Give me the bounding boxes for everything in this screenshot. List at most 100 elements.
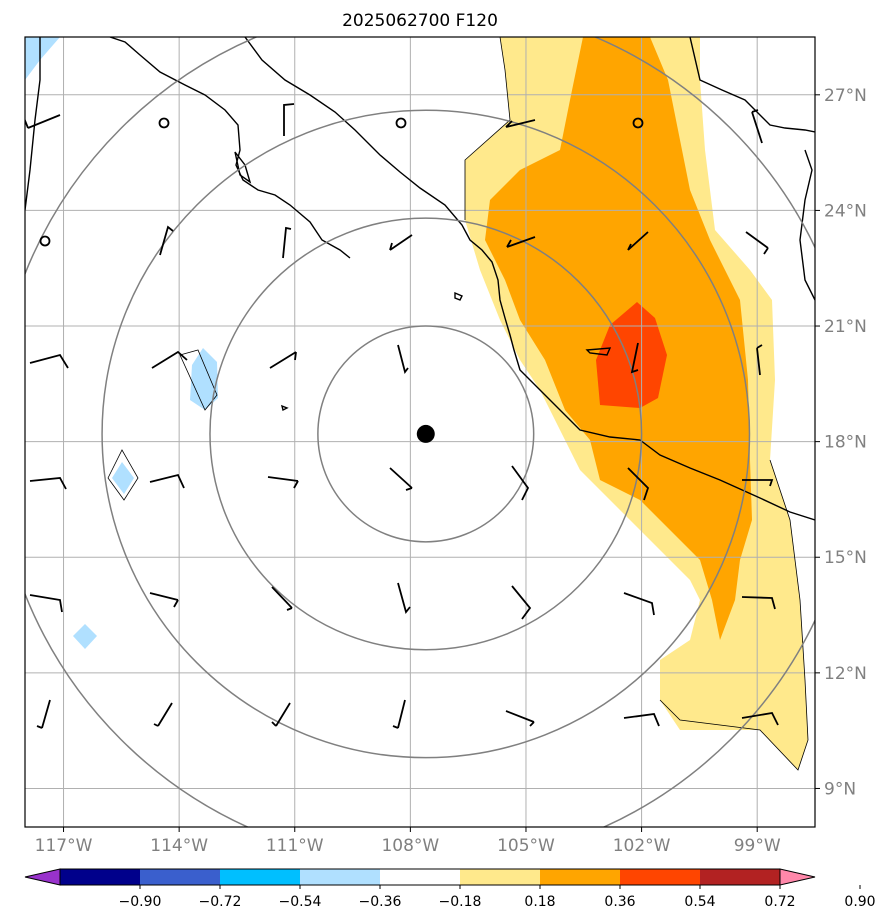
map-panel [25,37,815,827]
longitude-ticks: 117°W 114°W 111°W 108°W 105°W 102°W 99°W [35,827,781,856]
lon-tick-label: 117°W [35,836,93,856]
lat-tick-label: 27°N [824,86,867,106]
wind-barb [506,236,536,248]
coastline-mainland [244,37,815,521]
colorbar-segment [460,869,540,885]
map-frame [24,36,816,828]
colorbar-segment [60,869,140,885]
figure-title: 2025062700 F120 [342,11,498,31]
lon-tick-label: 114°W [150,836,208,856]
lon-tick-label: 111°W [266,836,324,856]
range-rings [25,37,815,827]
colorbar-tick-label: 0.72 [764,894,795,910]
wind-barb [627,231,649,251]
lat-tick-label: 9°N [824,779,856,799]
lat-tick-label: 15°N [824,548,867,568]
colorbar: −0.90 −0.72 −0.54 −0.36 −0.18 0.18 0.36 0.54 0.7… [24,868,876,910]
storm-center-marker [416,424,435,443]
colorbar-extend-low [24,868,61,886]
colorbar-segment [700,869,780,885]
wind-barb [159,225,174,256]
wind-barb [623,713,660,727]
country-border-2 [659,459,809,771]
coastline-islands-1 [234,151,252,184]
lon-tick-label: 105°W [497,836,555,856]
calm-wind-circle [632,117,644,129]
wind-barb [392,699,406,729]
wind-barb [389,467,413,491]
colorbar-tick-label: 0.18 [524,894,555,910]
colorbar-tick-label: −0.72 [199,894,242,910]
colorbar-extend-high [779,868,816,886]
coastline-islands-3 [585,347,612,356]
wind-barb [29,353,69,369]
wind-barb [511,585,532,620]
colorbar-segment [380,869,460,885]
wind-barb [741,596,776,610]
wind-barb [505,710,535,727]
wind-barb [511,465,530,501]
shaded-field [25,37,808,770]
lon-tick-label: 99°W [734,836,781,856]
wind-barb [389,234,413,251]
gridlines [25,37,815,827]
colorbar-tick-label: −0.36 [359,894,402,910]
negative-shade-3 [112,462,134,494]
wind-barb [397,344,409,375]
island-outline-1 [179,349,218,411]
coastline-gulf-east [689,37,815,133]
lat-tick-label: 21°N [824,317,867,337]
colorbar-segment [140,869,220,885]
colorbar-segment [540,869,620,885]
wind-barb [149,592,179,608]
colorbar-tick-label: −0.18 [439,894,482,910]
wind-barb [282,226,292,259]
wind-barb [36,699,51,729]
calm-wind-circle [158,117,170,129]
colorbar-tick-label: 0.90 [844,894,875,910]
wind-barb [623,592,655,616]
wind-barb [742,479,774,487]
wind-barb [630,342,639,374]
colorbar-tick-label: 0.54 [684,894,715,910]
wind-barb [29,477,67,490]
wind-barb [267,476,299,489]
colorbar-frame [59,868,781,886]
range-ring [209,217,643,651]
wind-barb [271,586,293,611]
wind-barb [756,344,763,376]
wind-barb [627,467,650,501]
colorbar-tick-label: 0.36 [604,894,635,910]
coastlines [25,37,815,771]
wind-barb [25,114,61,129]
range-ring [101,109,751,759]
colorbar-tick-label: −0.54 [279,894,322,910]
coastline-baja [109,37,351,259]
wind-barb [149,473,185,489]
calm-wind-circle [39,235,51,247]
lon-tick-label: 108°W [381,836,439,856]
negative-shade-2 [190,348,218,410]
lat-tick-label: 18°N [824,433,867,453]
lat-tick-label: 24°N [824,201,867,221]
wind-barb [269,351,297,369]
wind-barb [153,702,173,727]
colorbar-tick-label: −0.90 [119,894,162,910]
coastline-baja-pacific [25,37,41,211]
wind-barb [397,582,411,614]
colorbar-segment [300,869,380,885]
wind-barb [741,712,779,726]
negative-shade-4 [73,624,97,649]
calm-wind-circle [395,117,407,129]
country-border-1 [464,37,511,220]
wind-barb [271,702,291,727]
island-outline-2 [107,449,139,501]
coastline-islands-2 [454,291,463,301]
lon-tick-label: 102°W [613,836,671,856]
coastline-gulf-east-2 [799,149,815,301]
wind-barb [505,119,536,128]
colorbar-segment [620,869,700,885]
wind-barbs [25,103,779,729]
wind-barb [29,594,63,613]
